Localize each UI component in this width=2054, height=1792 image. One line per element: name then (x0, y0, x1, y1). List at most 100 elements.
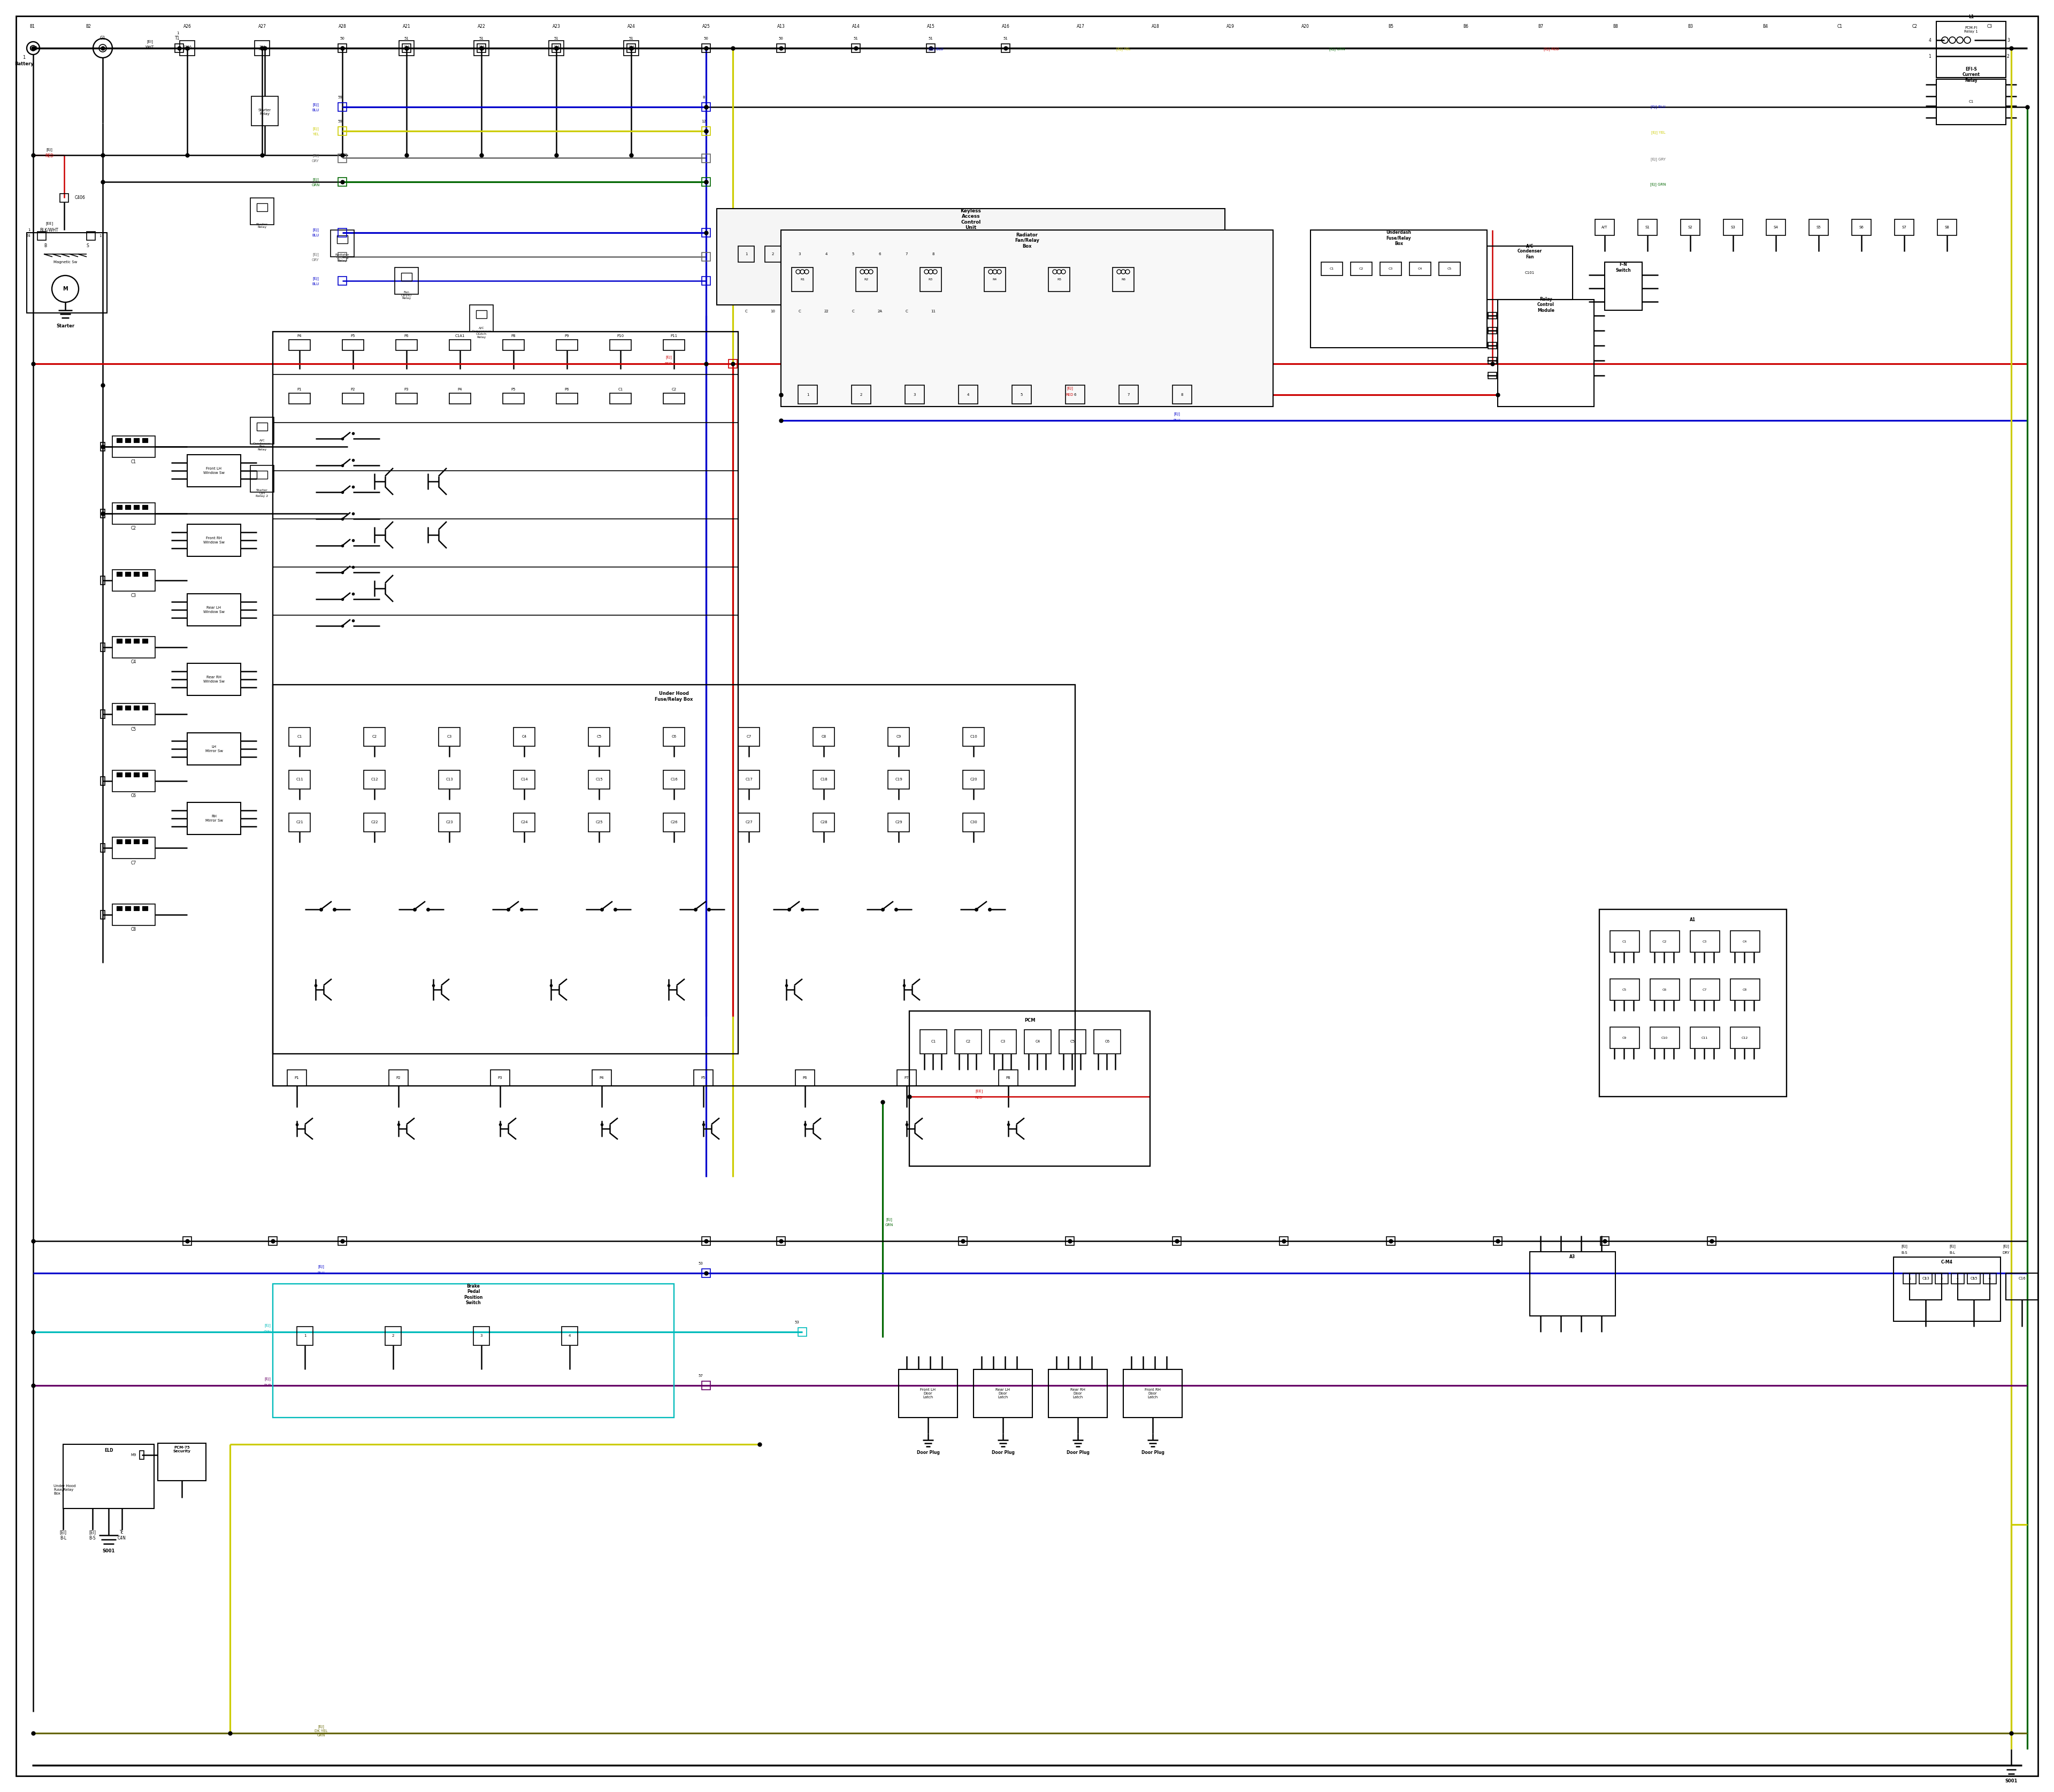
Text: C3: C3 (1389, 267, 1393, 271)
Text: GRN: GRN (885, 1224, 893, 1226)
Bar (998, 1070, 1019, 1086)
Bar (663, 814, 684, 831)
Bar (440, 728, 460, 745)
Bar (175, 43, 183, 52)
Text: A3: A3 (1569, 1254, 1575, 1260)
Text: A22: A22 (477, 25, 485, 29)
Bar (990, 1030, 1017, 1054)
Text: C11: C11 (296, 778, 304, 781)
Bar (398, 41, 415, 56)
Bar (887, 771, 910, 788)
Bar (663, 771, 684, 788)
Bar (125, 572, 131, 575)
Bar (906, 385, 924, 403)
Text: C2: C2 (1662, 941, 1668, 943)
Text: A/C
Condenser
Fan
Relay: A/C Condenser Fan Relay (253, 439, 271, 452)
Bar (553, 43, 561, 52)
Text: A24: A24 (626, 25, 635, 29)
Text: B5: B5 (1389, 25, 1393, 29)
Text: 6: 6 (1988, 1278, 1990, 1279)
Bar (920, 267, 941, 292)
Bar (298, 1326, 312, 1346)
Text: A15: A15 (926, 25, 935, 29)
Text: Front LH
Door
Latch: Front LH Door Latch (920, 1389, 937, 1400)
Text: A23: A23 (553, 25, 561, 29)
Text: Starter
Relay: Starter Relay (257, 222, 267, 229)
Text: C2: C2 (672, 387, 676, 391)
Text: [EJ]: [EJ] (265, 1378, 271, 1382)
Text: [EJ]: [EJ] (318, 1726, 325, 1729)
Text: [EI]
B-L: [EI] B-L (60, 1530, 66, 1541)
Bar (470, 305, 493, 332)
Text: P5: P5 (511, 387, 516, 391)
Text: 1: 1 (304, 1333, 306, 1337)
Text: C2: C2 (1360, 267, 1364, 271)
Bar (117, 505, 121, 509)
Text: B-S: B-S (1902, 1251, 1908, 1254)
Text: [EJ]: [EJ] (312, 127, 318, 131)
Text: C19: C19 (896, 778, 902, 781)
Bar (963, 728, 984, 745)
Bar (113, 570, 156, 591)
Text: [EI]
B-S: [EI] B-S (88, 1530, 97, 1541)
Text: C24: C24 (520, 821, 528, 824)
Bar (1124, 1369, 1183, 1417)
Bar (401, 272, 413, 281)
Text: C8: C8 (131, 926, 136, 932)
Bar (142, 638, 148, 643)
Text: A25: A25 (702, 25, 711, 29)
Text: C9: C9 (1623, 1036, 1627, 1039)
Text: P4: P4 (458, 387, 462, 391)
Text: C16: C16 (2019, 1278, 2025, 1279)
Text: 6: 6 (1074, 392, 1076, 396)
Bar (1910, 1272, 1941, 1299)
Text: P6: P6 (565, 387, 569, 391)
Bar (702, 228, 711, 237)
Text: C14: C14 (520, 778, 528, 781)
Bar (1680, 219, 1701, 235)
Bar (503, 392, 524, 403)
Bar (364, 771, 386, 788)
Bar (898, 1070, 916, 1086)
Text: 51: 51 (854, 38, 859, 39)
Text: C22: C22 (372, 821, 378, 824)
Text: [EJ]: [EJ] (312, 278, 318, 281)
Bar (1497, 299, 1594, 407)
Text: RED: RED (665, 362, 672, 366)
Text: WHT: WHT (146, 45, 154, 48)
Text: R5: R5 (1058, 278, 1062, 281)
Bar (339, 43, 347, 52)
Text: Starter: Starter (55, 324, 74, 328)
Text: PUR: PUR (263, 1383, 271, 1387)
Text: C2: C2 (131, 527, 136, 530)
Bar (113, 837, 156, 858)
Bar (963, 771, 984, 788)
Text: 51: 51 (629, 38, 633, 39)
Text: A/C
Condenser
Fan: A/C Condenser Fan (1518, 244, 1543, 260)
Text: [EJ] RED: [EJ] RED (1543, 47, 1559, 50)
Bar (1729, 1027, 1760, 1048)
Text: BLU: BLU (312, 109, 318, 111)
Bar (388, 1070, 409, 1086)
Text: 53: 53 (795, 1321, 799, 1324)
Text: C4: C4 (1417, 267, 1421, 271)
Bar (1487, 342, 1497, 349)
Bar (60, 194, 68, 202)
Bar (514, 771, 534, 788)
Text: A14: A14 (852, 25, 861, 29)
Text: C4: C4 (1742, 941, 1748, 943)
Bar (926, 246, 941, 262)
Text: C5: C5 (596, 735, 602, 738)
Text: 10: 10 (770, 310, 774, 314)
Bar (331, 229, 353, 256)
Text: [EJ]: [EJ] (312, 154, 318, 158)
Text: B-L: B-L (1949, 1251, 1955, 1254)
Bar (1894, 1256, 2001, 1321)
Text: BLU: BLU (312, 283, 318, 285)
Text: F-N
Switch: F-N Switch (1616, 262, 1631, 272)
Bar (702, 1269, 711, 1278)
Text: Rear RH
Door
Latch: Rear RH Door Latch (1070, 1389, 1085, 1400)
Text: P8: P8 (1006, 1077, 1011, 1079)
Bar (101, 910, 105, 919)
Bar (337, 235, 347, 244)
